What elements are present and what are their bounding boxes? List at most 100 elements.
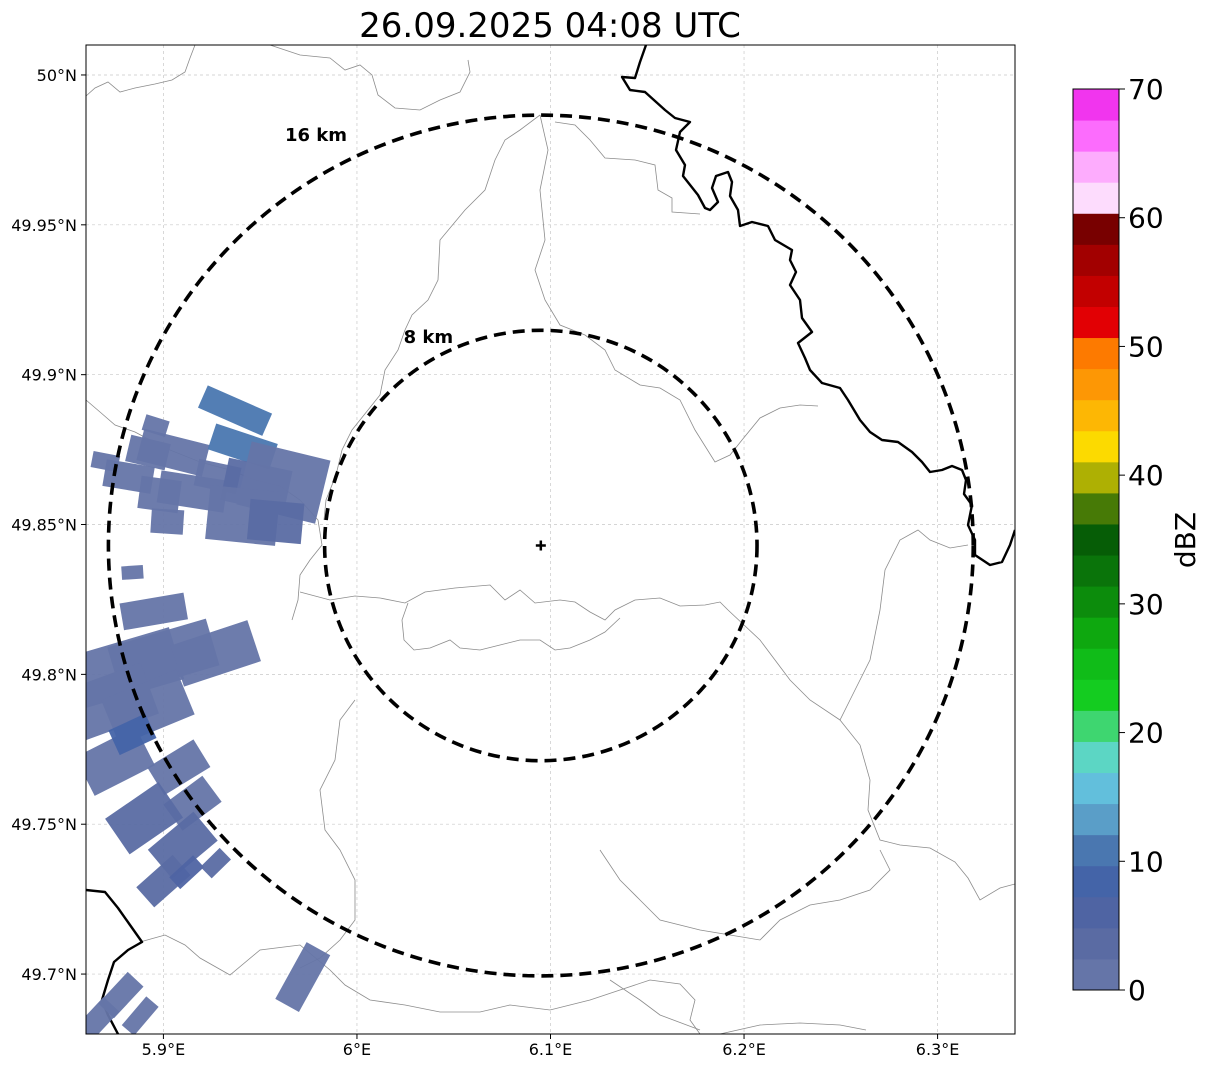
- colorbar-segment: [1073, 648, 1119, 680]
- radar-echo: [137, 475, 182, 514]
- boundary-line-central-south: [401, 602, 621, 651]
- colorbar-segment: [1073, 89, 1119, 121]
- colorbar-tick-label: 20: [1128, 717, 1164, 750]
- radar-echo: [169, 855, 205, 890]
- colorbar: 0 10 20 30 40 50 60 70 dBZ: [1072, 73, 1202, 1007]
- colorbar-segment: [1073, 772, 1119, 805]
- lat-tick-label: 49.7°N: [21, 965, 77, 984]
- colorbar-segment: [1073, 523, 1119, 556]
- colorbar-tick-label: 60: [1128, 202, 1164, 235]
- colorbar-tick-label: 30: [1128, 588, 1164, 621]
- range-ring-label: 8 km: [404, 327, 454, 348]
- colorbar-ticks: 0 10 20 30 40 50 60 70: [1119, 73, 1164, 1007]
- colorbar-segment: [1073, 399, 1119, 432]
- boundary-line-east: [727, 529, 969, 721]
- radar-echo: [86, 996, 120, 1034]
- colorbar-segment: [1073, 958, 1119, 991]
- colorbar-segment: [1073, 337, 1119, 370]
- colorbar-segment: [1073, 586, 1119, 618]
- range-rings: 8 km 16 km: [106, 113, 976, 978]
- lon-tick-label: 6.2°E: [722, 1040, 766, 1059]
- colorbar-segment: [1073, 710, 1119, 742]
- boundary-line-east-lower: [839, 719, 1015, 901]
- colorbar-segment: [1073, 803, 1119, 836]
- radar-echo: [119, 592, 188, 631]
- national-border-east: [620, 45, 1015, 567]
- range-ring-8km: [322, 328, 759, 763]
- boundary-line-south: [139, 934, 701, 1034]
- lat-tick-label: 49.9°N: [21, 366, 77, 385]
- colorbar-segment: [1073, 679, 1119, 711]
- boundary-line-north-east: [534, 114, 819, 463]
- radar-echo: [125, 434, 171, 471]
- radar-echo: [90, 451, 121, 473]
- radar-echo: [200, 847, 232, 879]
- boundary-line-central-east: [299, 584, 729, 621]
- lat-tick-label: 49.8°N: [21, 665, 77, 684]
- colorbar-segments: [1073, 89, 1119, 991]
- colorbar-segment: [1073, 492, 1119, 525]
- radar-echo: [141, 414, 170, 437]
- boundary-line-north: [269, 45, 471, 111]
- colorbar-segment: [1073, 927, 1119, 960]
- radar-echo: [170, 620, 261, 687]
- lat-tick-label: 49.95°N: [11, 216, 77, 235]
- colorbar-segment: [1073, 834, 1119, 867]
- colorbar-segment: [1073, 865, 1119, 898]
- boundary-line-central-north: [323, 114, 541, 521]
- radar-echo: [108, 713, 157, 756]
- colorbar-segment: [1073, 120, 1119, 152]
- lat-tick-label: 49.75°N: [11, 815, 77, 834]
- lon-tick-label: 6.3°E: [916, 1040, 960, 1059]
- lon-tick-labels: 5.9°E 6°E 6.1°E 6.2°E 6.3°E: [142, 1034, 960, 1059]
- boundary-line-mid: [599, 849, 891, 941]
- lon-tick-label: 6°E: [343, 1040, 371, 1059]
- gridlines: [86, 45, 1015, 1034]
- colorbar-tick-label: 50: [1128, 330, 1164, 363]
- radar-echo: [136, 854, 191, 908]
- colorbar-segment: [1073, 151, 1119, 183]
- colorbar-segment: [1073, 368, 1119, 401]
- colorbar-segment: [1073, 306, 1119, 339]
- colorbar-segment: [1073, 182, 1119, 214]
- radar-echo: [197, 385, 273, 436]
- radar-site-marker: [535, 540, 546, 551]
- colorbar-segment: [1073, 244, 1119, 276]
- colorbar-segment: [1073, 896, 1119, 929]
- radar-echo: [275, 942, 331, 1012]
- radar-echo: [246, 498, 305, 545]
- radar-echo: [121, 565, 144, 580]
- boundary-line-east-upper: [554, 121, 701, 215]
- colorbar-label: dBZ: [1169, 512, 1202, 568]
- range-ring-16km: [106, 113, 976, 978]
- colorbar-segment: [1073, 430, 1119, 463]
- lon-tick-label: 6.1°E: [529, 1040, 573, 1059]
- colorbar-border: [1072, 88, 1120, 991]
- map-border: [85, 44, 1016, 1035]
- colorbar-tick-label: 70: [1128, 73, 1164, 106]
- lat-tick-label: 49.85°N: [11, 516, 77, 535]
- radar-echo: [150, 508, 185, 535]
- lat-tick-labels: 49.7°N 49.75°N 49.8°N 49.85°N 49.9°N 49.95°N 5…: [11, 66, 86, 984]
- colorbar-segment: [1073, 741, 1119, 774]
- colorbar-segment: [1073, 275, 1119, 307]
- colorbar-tick-label: 40: [1128, 459, 1164, 492]
- colorbar-tick-label: 0: [1128, 974, 1146, 1007]
- lon-tick-label: 5.9°E: [142, 1040, 186, 1059]
- colorbar-segment: [1073, 213, 1119, 245]
- lat-tick-label: 50°N: [37, 66, 77, 85]
- radar-echo: [121, 996, 159, 1034]
- boundary-line-north-west: [86, 45, 196, 97]
- boundary-line-south-east: [609, 979, 867, 1034]
- colorbar-tick-label: 10: [1128, 845, 1164, 878]
- radar-echo-layer: [86, 385, 331, 1034]
- colorbar-segment: [1073, 617, 1119, 649]
- radar-echo: [105, 782, 184, 855]
- colorbar-segment: [1073, 555, 1119, 587]
- colorbar-segment: [1073, 461, 1119, 494]
- map-title: 26.09.2025 04:08 UTC: [359, 6, 741, 46]
- map-axes: 8 km 16 km 5.9°E 6°E 6.1°E 6.2°E 6.3°E 49.7°N…: [11, 44, 1016, 1059]
- range-ring-label: 16 km: [285, 125, 347, 146]
- admin-boundaries: [86, 45, 1015, 1034]
